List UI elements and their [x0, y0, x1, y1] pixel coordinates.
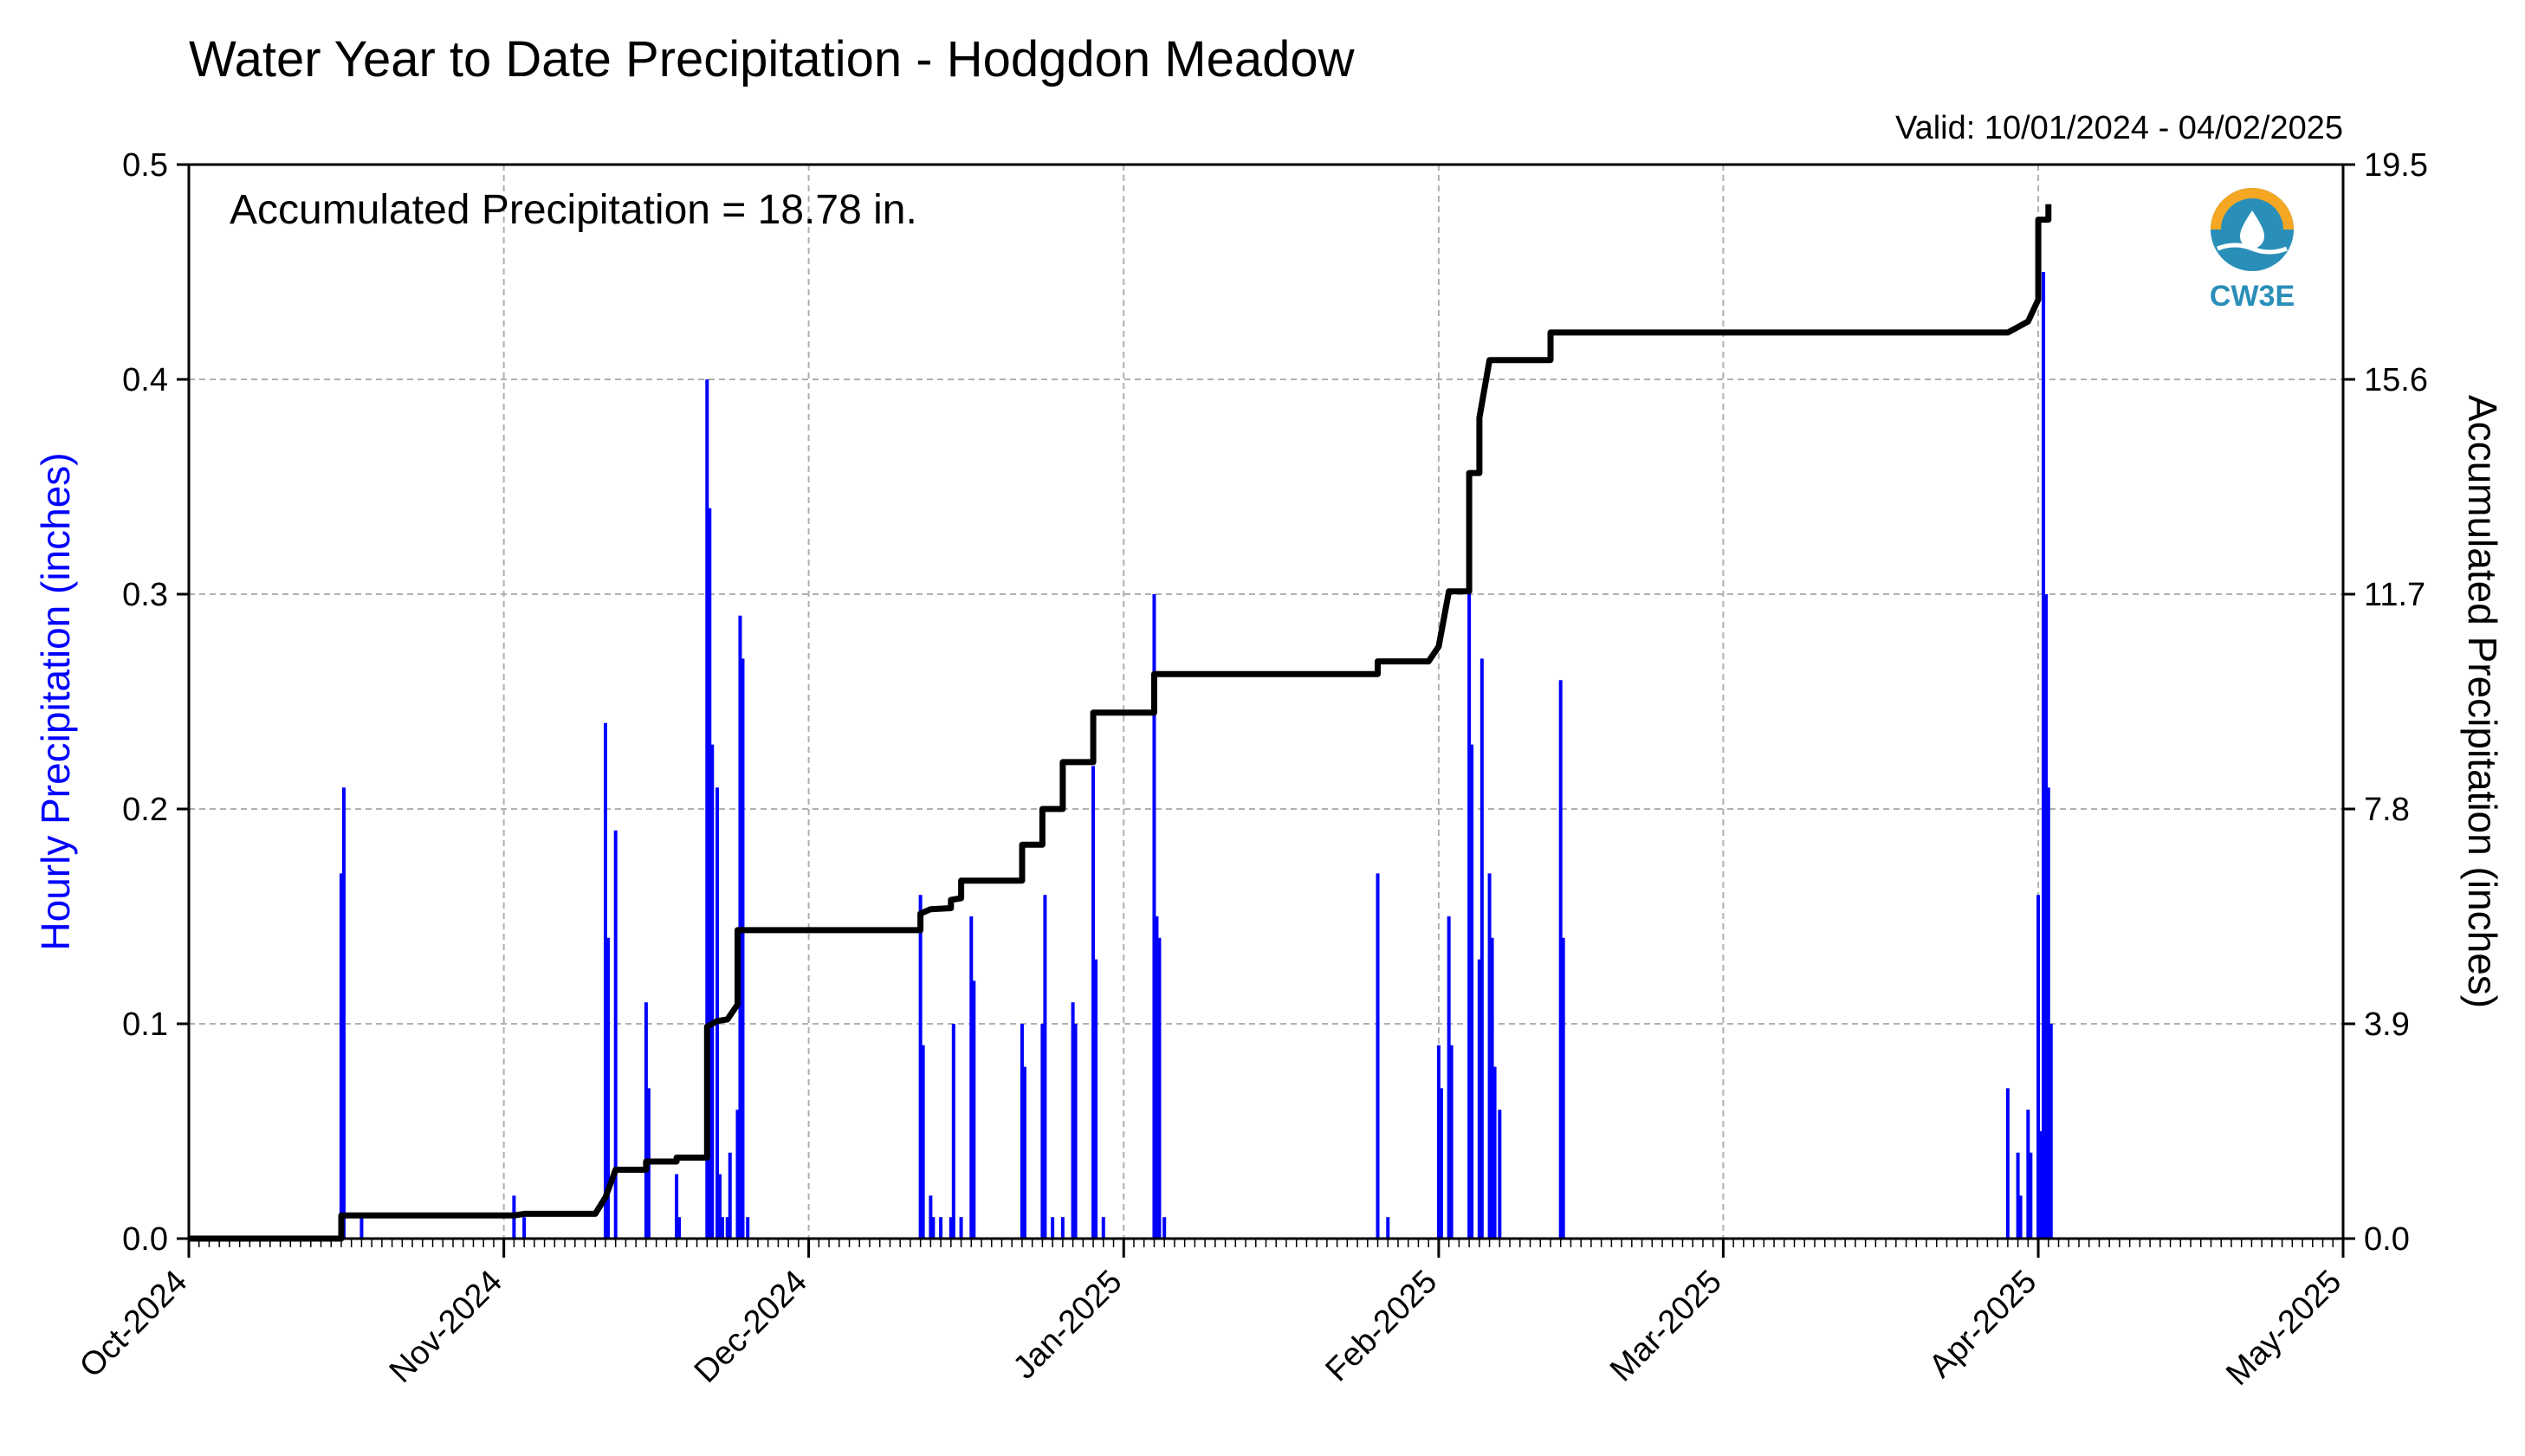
accumulated-annotation: Accumulated Precipitation = 18.78 in.: [230, 187, 917, 233]
y-right-tick-label: 7.8: [2364, 792, 2410, 828]
y-right-tick-label: 15.6: [2364, 362, 2428, 398]
logo-orange-ring: [2211, 188, 2294, 230]
y-right-axis-label: Accumulated Precipitation (inches): [2460, 395, 2505, 1008]
x-tick-label: Apr-2025: [1922, 1264, 2043, 1385]
hourly-precip-bars: [339, 272, 2053, 1239]
y-left-tick-label: 0.4: [122, 362, 168, 398]
y-right-tick-label: 3.9: [2364, 1006, 2410, 1043]
y-left-tick-label: 0.1: [122, 1006, 168, 1043]
x-tick-label: Jan-2025: [1007, 1264, 1130, 1387]
y-left-tick-label: 0.2: [122, 792, 168, 828]
x-tick-label: Dec-2024: [688, 1264, 814, 1390]
accumulated-precip-line: [189, 204, 2052, 1242]
y-right-tick-label: 0.0: [2364, 1221, 2410, 1258]
y-right-tick-label: 11.7: [2364, 577, 2425, 613]
y-left-tick-label: 0.5: [122, 147, 168, 184]
accumulated-precip-line-group: [189, 204, 2052, 1242]
x-tick-label: Mar-2025: [1603, 1264, 1729, 1389]
y-right-tick-label: 19.5: [2364, 147, 2428, 184]
logo-drop: [2240, 210, 2264, 249]
axes: 0.0 0.0 0.1 3.9 0.2 7.8 0.3 11.7 0.4 15.6 0.5 19.5 O…: [33, 147, 2505, 1393]
y-left-axis-label: Hourly Precipitation (inches): [33, 452, 78, 950]
cw3e-logo: CW3E: [2210, 188, 2295, 313]
y-left-tick-label: 0.3: [122, 577, 168, 613]
logo-wave: [2217, 243, 2288, 255]
valid-date-range: Valid: 10/01/2024 - 04/02/2025: [1895, 110, 2343, 146]
y-left-tick-label: 0.0: [122, 1221, 168, 1258]
x-tick-label: Oct-2024: [73, 1264, 194, 1385]
x-tick-label: Nov-2024: [383, 1264, 509, 1390]
chart-title: Water Year to Date Precipitation - Hodgd…: [189, 31, 1356, 87]
x-tick-label: Feb-2025: [1319, 1264, 1445, 1389]
x-tick-label: May-2025: [2219, 1264, 2348, 1393]
logo-text: CW3E: [2210, 280, 2295, 313]
